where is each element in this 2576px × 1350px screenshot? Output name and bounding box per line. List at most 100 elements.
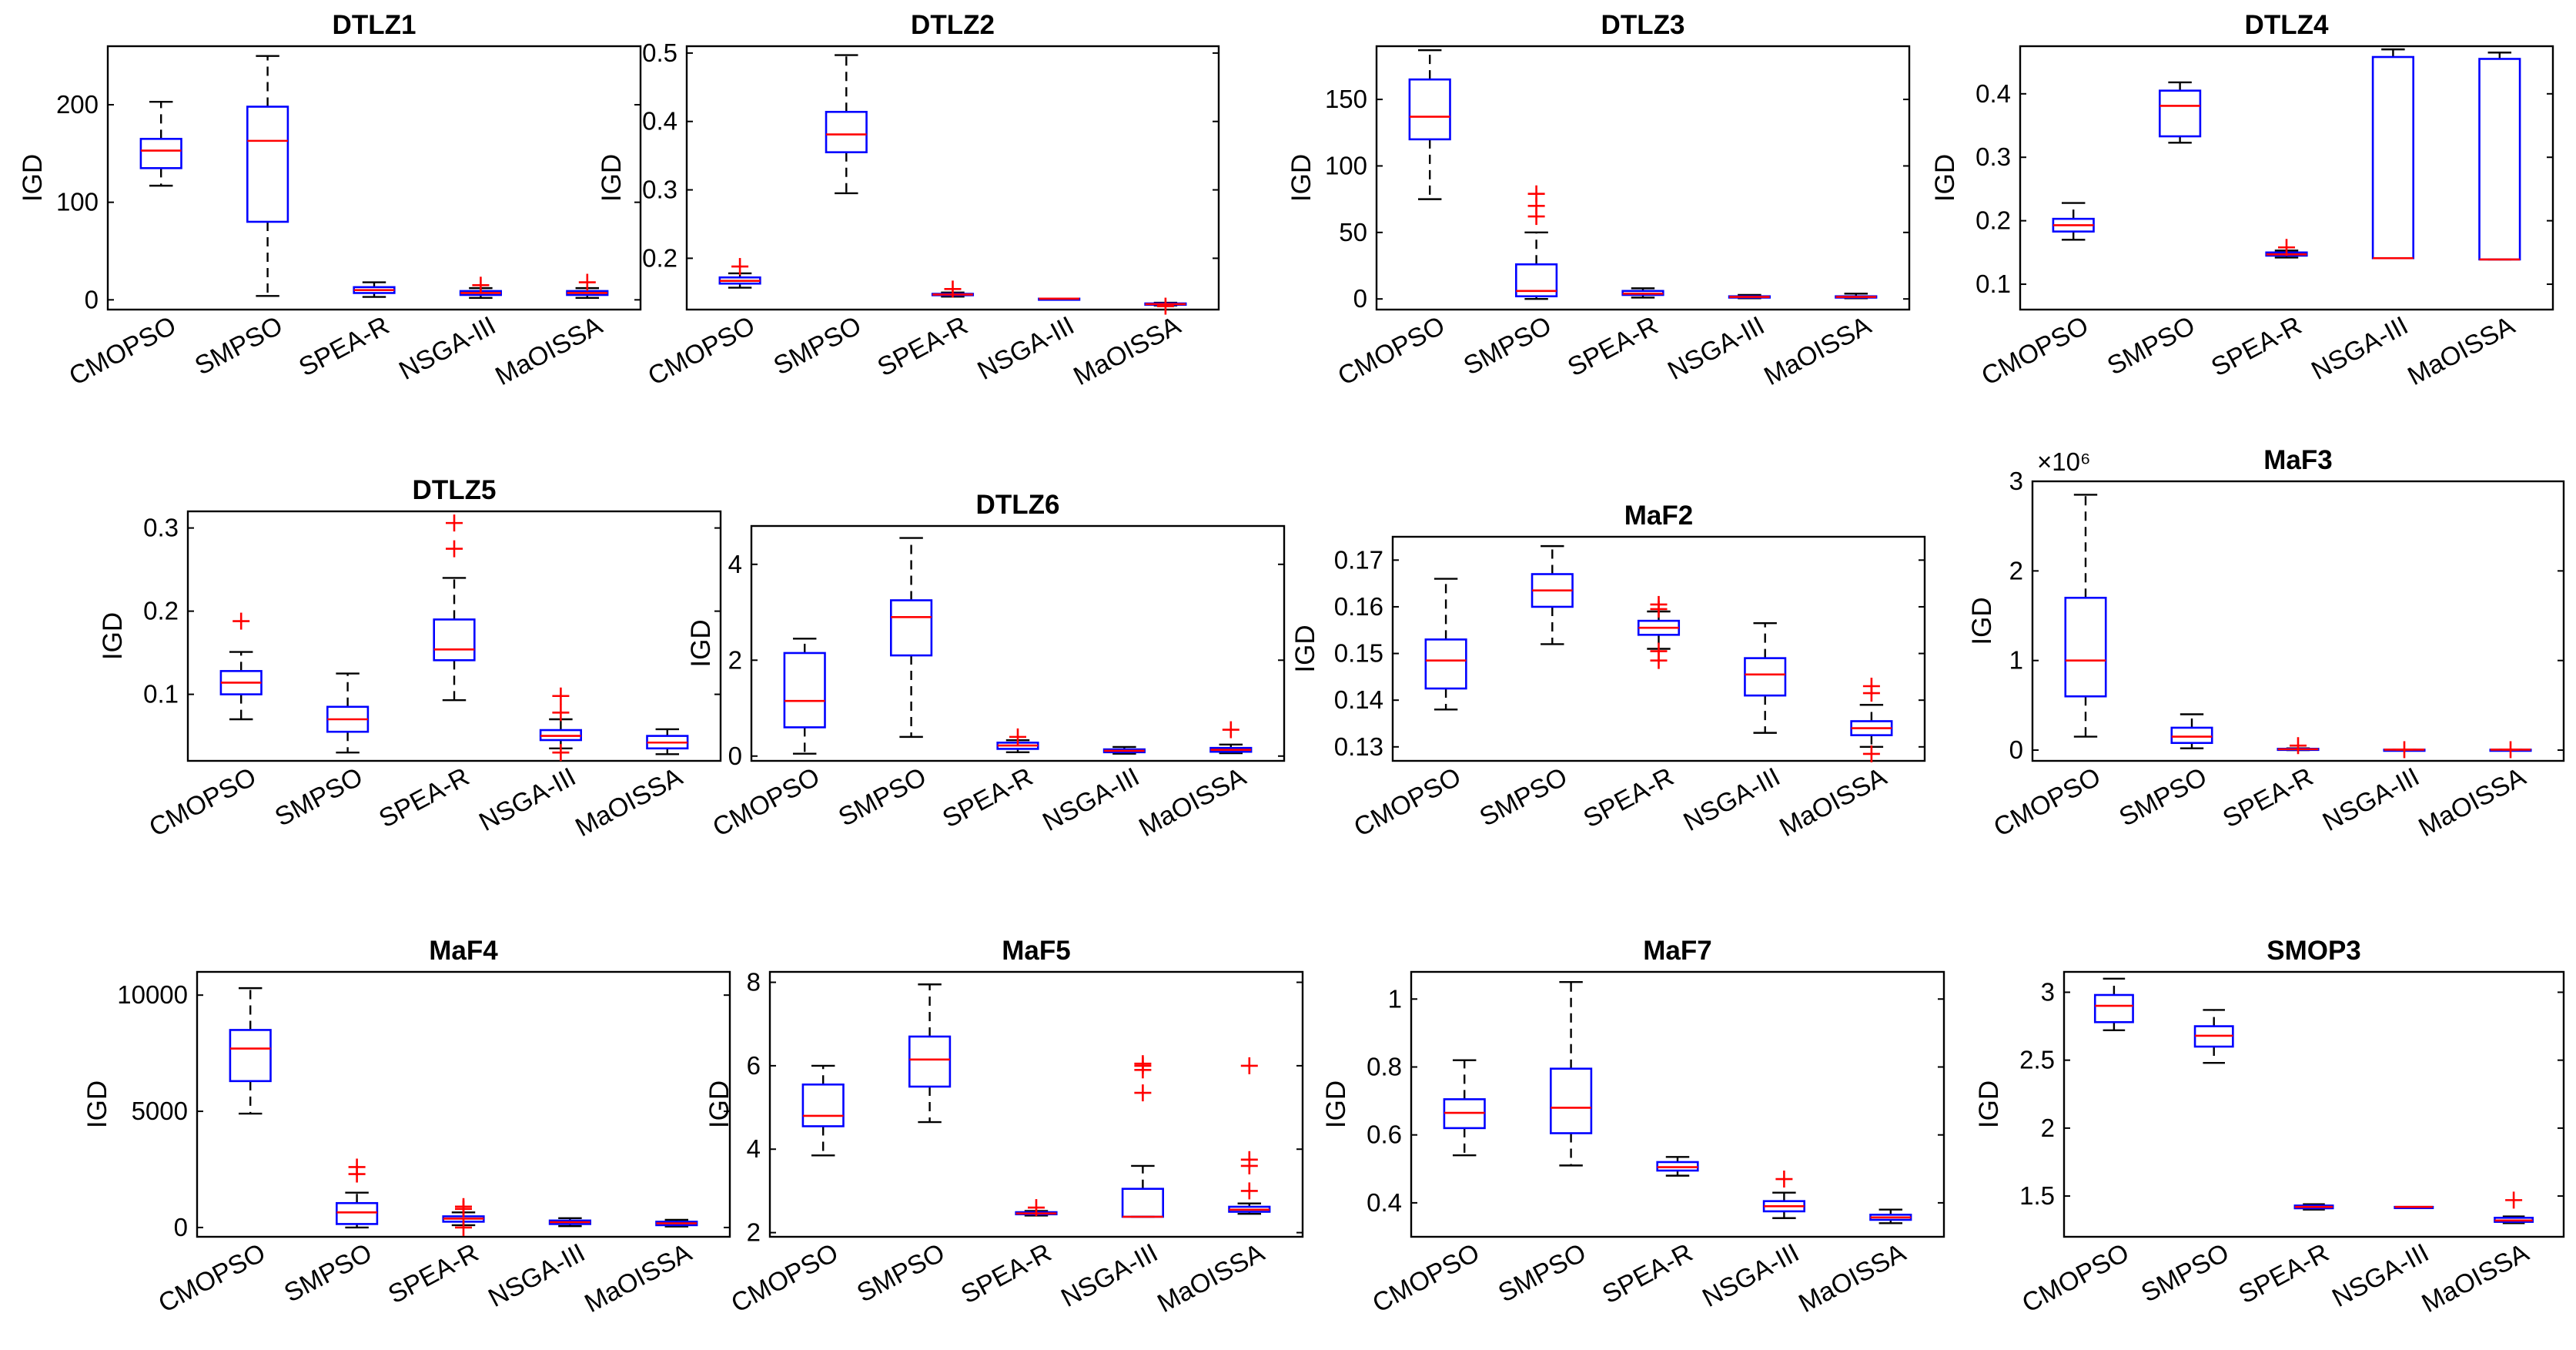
y-tick-label: 5000 bbox=[132, 1097, 188, 1125]
box-smpso: SMPSO bbox=[1475, 544, 1574, 832]
chart-title: MaF5 bbox=[1002, 936, 1070, 966]
x-tick-label: SPEA-R bbox=[383, 1238, 483, 1310]
chart-title: MaF3 bbox=[2263, 445, 2332, 475]
x-tick-label: SMPSO bbox=[2136, 1238, 2233, 1308]
y-tick-label: 0.2 bbox=[143, 597, 179, 625]
box-smpso: SMPSO bbox=[270, 672, 370, 832]
outlier-marker bbox=[1862, 678, 1880, 695]
box-spea-r: SPEA-R bbox=[938, 728, 1039, 834]
chart-title: SMOP3 bbox=[2267, 936, 2361, 966]
outlier-marker bbox=[455, 1218, 472, 1236]
x-tick-label: MaOISSA bbox=[490, 310, 607, 391]
box-cmopso: CMOPSO bbox=[1989, 494, 2107, 842]
y-tick-label: 8 bbox=[747, 968, 761, 997]
y-axis-label: IGD bbox=[18, 154, 48, 202]
box-maoissa: MaOISSA bbox=[580, 1218, 698, 1318]
y-tick-label: 0 bbox=[2009, 735, 2023, 764]
y-tick-label: 150 bbox=[1325, 85, 1367, 113]
axes-frame bbox=[750, 524, 1286, 762]
box-smpso: SMPSO bbox=[2136, 1009, 2234, 1308]
box-smpso: SMPSO bbox=[2103, 81, 2202, 381]
chart-title: DTLZ4 bbox=[2245, 10, 2329, 40]
y-axis-label: IGD bbox=[82, 1080, 112, 1128]
y-tick-label: 100 bbox=[56, 188, 99, 216]
panel-dtlz4: DTLZ4 0.1 0.2 0.3 0.4 IGD CMOPSO SMPSO SPEA-R NSG… bbox=[1930, 10, 2554, 391]
iqr-box bbox=[433, 618, 476, 662]
x-tick-label: CMOPSO bbox=[644, 311, 760, 392]
x-tick-label: NSGA-III bbox=[483, 1238, 590, 1313]
y-axis-label: IGD bbox=[686, 619, 716, 667]
outlier-marker bbox=[233, 612, 250, 630]
chart-title: MaF7 bbox=[1643, 936, 1711, 966]
x-tick-label: SMPSO bbox=[834, 762, 931, 832]
y-tick-label: 0.1 bbox=[143, 680, 179, 708]
panel-maf4: MaF4 0 5000 10000 IGD CMOPSO SMPSO SPEA-R NSGA-I… bbox=[82, 936, 731, 1319]
box-spea-r: SPEA-R bbox=[383, 1198, 485, 1310]
box-smpso: SMPSO bbox=[834, 537, 933, 832]
box-spea-r: SPEA-R bbox=[1579, 595, 1681, 834]
box-cmopso: CMOPSO bbox=[154, 987, 272, 1319]
x-tick-label: MaOISSA bbox=[2403, 310, 2520, 391]
x-tick-label: MaOISSA bbox=[1759, 310, 1876, 391]
y-axis-label: IGD bbox=[1930, 154, 1960, 202]
x-tick-label: SPEA-R bbox=[938, 762, 1038, 834]
y-tick-label: 50 bbox=[1339, 218, 1367, 246]
chart-title: DTLZ3 bbox=[1601, 10, 1685, 40]
outlier-marker bbox=[348, 1158, 366, 1176]
panel-dtlz5: DTLZ5 0.1 0.2 0.3 IGD CMOPSO SMPSO SPEA-R NSGA-I… bbox=[98, 475, 722, 843]
x-tick-label: CMOPSO bbox=[727, 1238, 843, 1319]
x-tick-label: SPEA-R bbox=[2234, 1238, 2334, 1310]
outlier-marker bbox=[1240, 1182, 1258, 1200]
chart-title: MaF2 bbox=[1624, 501, 1693, 531]
box-spea-r: SPEA-R bbox=[294, 281, 396, 383]
box-nsga-iii: NSGA-III bbox=[1698, 1171, 1805, 1313]
box-nsga-iii: NSGA-III bbox=[2318, 741, 2426, 837]
iqr-box bbox=[1121, 1188, 1164, 1218]
y-tick-label: 0.13 bbox=[1334, 732, 1383, 761]
iqr-box bbox=[2478, 58, 2521, 261]
outlier-marker bbox=[2502, 741, 2519, 759]
outlier-marker bbox=[552, 744, 570, 762]
outlier-marker bbox=[2278, 239, 2295, 256]
y-axis-label: IGD bbox=[1290, 625, 1320, 672]
panel-dtlz3: DTLZ3 0 50 100 150 IGD CMOPSO SMPSO SPEA-R NSGA-I… bbox=[1286, 10, 1911, 391]
outlier-marker bbox=[1650, 642, 1668, 660]
box-smpso: SMPSO bbox=[190, 55, 289, 381]
box-nsga-iii: NSGA-III bbox=[2307, 48, 2414, 386]
x-tick-label: MaOISSA bbox=[2417, 1238, 2534, 1318]
chart-title: DTLZ2 bbox=[911, 10, 995, 40]
box-spea-r: SPEA-R bbox=[2218, 737, 2320, 833]
x-tick-label: NSGA-III bbox=[474, 762, 580, 837]
x-tick-label: MaOISSA bbox=[570, 762, 687, 842]
x-tick-label: SMPSO bbox=[190, 311, 287, 381]
box-smpso: SMPSO bbox=[769, 54, 868, 381]
y-tick-label: 3 bbox=[2041, 977, 2055, 1006]
y-tick-label: 4 bbox=[747, 1134, 761, 1163]
y-tick-label: 0.6 bbox=[1367, 1121, 1402, 1149]
panel-dtlz2: DTLZ2 0.2 0.3 0.4 0.5 IGD CMOPSO SMPSO SPEA-R NSG… bbox=[597, 10, 1220, 392]
box-smpso: SMPSO bbox=[852, 983, 952, 1308]
x-tick-label: CMOPSO bbox=[145, 762, 261, 843]
y-tick-label: 0.4 bbox=[642, 107, 677, 136]
box-cmopso: CMOPSO bbox=[145, 612, 263, 843]
y-tick-label: 2 bbox=[728, 645, 742, 674]
x-tick-label: CMOPSO bbox=[154, 1238, 270, 1319]
panel-smop3: SMOP3 1.5 2 2.5 3 IGD CMOPSO SMPSO SPEA-RNSGA-II… bbox=[1974, 936, 2565, 1318]
y-tick-label: 0.3 bbox=[1975, 142, 2011, 171]
iqr-box bbox=[246, 106, 289, 223]
chart-title: DTLZ1 bbox=[333, 10, 417, 40]
y-tick-label: 1 bbox=[2009, 646, 2023, 675]
y-axis-label: IGD bbox=[1974, 1080, 2004, 1128]
x-tick-label: NSGA-III bbox=[394, 311, 500, 386]
x-tick-label: CMOPSO bbox=[1350, 762, 1466, 843]
x-tick-label: SPEA-R bbox=[1579, 762, 1679, 834]
panel-maf2: MaF2 0.13 0.14 0.15 0.16 0.17 IGD CMOPSO SMPSO SP… bbox=[1290, 501, 1926, 843]
outlier-marker bbox=[552, 687, 570, 705]
y-tick-label: 200 bbox=[56, 90, 99, 119]
x-tick-label: SMPSO bbox=[2114, 762, 2211, 832]
box-maoissa: MaOISSA bbox=[1153, 1057, 1271, 1318]
box-spea-r: SPEA-R bbox=[1597, 1156, 1699, 1309]
x-tick-label: SPEA-R bbox=[294, 311, 394, 383]
x-tick-label: NSGA-III bbox=[1663, 311, 1769, 386]
box-nsga-iii: NSGA-III bbox=[483, 1217, 591, 1313]
